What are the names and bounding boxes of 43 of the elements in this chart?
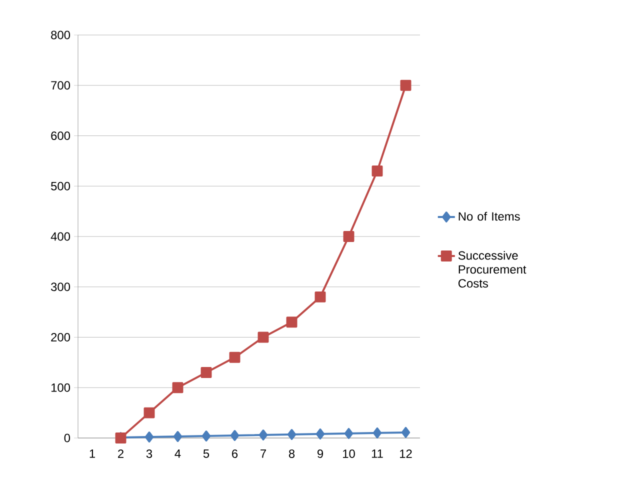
point	[258, 332, 269, 343]
y-tick-label: 100	[51, 383, 70, 392]
point	[401, 426, 410, 438]
point	[314, 291, 326, 302]
point	[144, 407, 155, 418]
x-tick-label: 10	[343, 449, 355, 458]
x-tick-label: 7	[260, 449, 266, 458]
point	[287, 428, 296, 440]
point	[372, 427, 382, 438]
y-tick-label: 200	[51, 333, 70, 342]
y-tick-label: 300	[51, 282, 70, 292]
x-tick-label: 11	[372, 449, 383, 458]
y-tick-label: 500	[51, 182, 70, 190]
x-tick-label: 3	[146, 449, 152, 458]
x-tick-label: 8	[288, 449, 295, 458]
x-tick-label: 4	[174, 449, 181, 458]
x-tick-label: 6	[232, 449, 238, 458]
point	[172, 382, 184, 394]
x-tick-label: 1	[90, 449, 95, 458]
point	[200, 367, 212, 378]
point	[144, 432, 154, 442]
x-tick-label: 9	[317, 449, 324, 458]
legend-label: No of Items	[458, 212, 520, 221]
y-tick-label: 600	[51, 132, 70, 140]
y-tick-label: 400	[50, 232, 70, 241]
x-tick-label: 2	[118, 449, 124, 458]
y-tick-label: 700	[51, 81, 70, 90]
point	[344, 428, 354, 439]
point	[400, 80, 412, 91]
point	[229, 352, 240, 363]
point	[258, 429, 268, 440]
point	[286, 316, 298, 328]
point	[202, 430, 211, 442]
point	[173, 431, 182, 442]
y-tick-label: 800	[51, 30, 70, 40]
x-tick-label: 5	[203, 449, 210, 458]
x-tick-label: 12	[400, 449, 412, 458]
point	[316, 428, 325, 440]
y-tick-label: 0	[64, 434, 70, 442]
point	[343, 231, 354, 242]
point	[230, 430, 240, 441]
legend-label: Successive Procurement Costs	[458, 250, 526, 288]
point	[372, 166, 383, 176]
